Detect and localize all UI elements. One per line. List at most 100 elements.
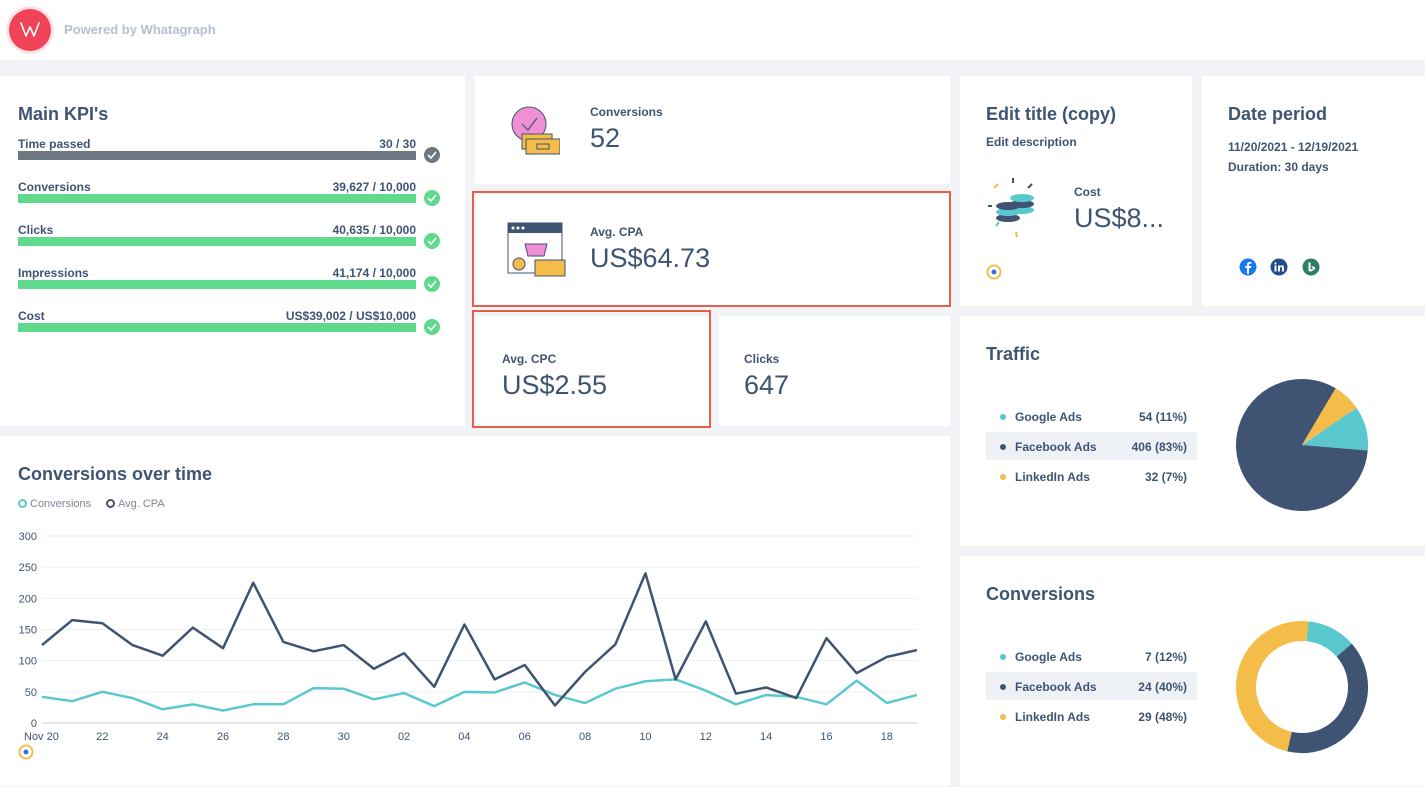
legend-value: 24 (40%) bbox=[1138, 680, 1187, 694]
legend-row[interactable]: Facebook Ads 406 (83%) bbox=[986, 432, 1197, 460]
clicks-card: Clicks 647 bbox=[719, 316, 950, 426]
x-tick-label: 02 bbox=[398, 731, 410, 743]
legend-dot bbox=[1000, 414, 1006, 420]
y-tick-label: 250 bbox=[19, 562, 37, 574]
pie-slice[interactable] bbox=[1287, 643, 1368, 753]
kpi-progress-bar bbox=[18, 237, 416, 246]
y-tick-label: 300 bbox=[19, 531, 37, 543]
legend-value: 29 (48%) bbox=[1138, 710, 1187, 724]
shopping-basket-icon bbox=[507, 222, 566, 277]
check-circle-icon bbox=[424, 233, 440, 249]
pie-slice[interactable] bbox=[1236, 621, 1309, 752]
legend-dot bbox=[1000, 684, 1006, 690]
google-ads-source-icon[interactable] bbox=[986, 264, 1002, 280]
kpi-progress-bar bbox=[18, 323, 416, 332]
legend-dot bbox=[1000, 444, 1006, 450]
pie-slice[interactable] bbox=[1306, 621, 1352, 658]
linkedin-icon bbox=[1270, 258, 1288, 276]
avg-cpa-legend-label: Avg. CPA bbox=[118, 498, 165, 510]
cost-value: US$8... bbox=[1074, 203, 1165, 233]
avg-cpa-value: US$64.73 bbox=[590, 243, 711, 273]
avg-cpa-highlight bbox=[472, 191, 951, 307]
kpi-label: Clicks bbox=[18, 223, 54, 237]
traffic-pie-chart[interactable] bbox=[1235, 378, 1369, 512]
chart-legend-conversions[interactable]: Conversions bbox=[18, 498, 91, 510]
legend-row[interactable]: Facebook Ads 24 (40%) bbox=[986, 672, 1197, 700]
x-tick-label: 24 bbox=[157, 731, 169, 743]
check-circle-icon bbox=[424, 276, 440, 292]
edit-title-heading[interactable]: Edit title (copy) bbox=[986, 104, 1116, 124]
chart-title: Conversions over time bbox=[18, 464, 213, 484]
x-tick-label: 28 bbox=[277, 731, 289, 743]
y-tick-label: 0 bbox=[31, 718, 37, 730]
facebook-icon bbox=[1239, 258, 1257, 276]
conversions-over-time-card: Conversions over time bbox=[0, 436, 950, 786]
kpi-row: Conversions 39,627 / 10,000 bbox=[18, 180, 440, 210]
traffic-card: Traffic bbox=[960, 316, 1425, 546]
whatagraph-logo-icon[interactable] bbox=[9, 9, 51, 51]
conversions-value: 52 bbox=[590, 123, 621, 153]
cost-label: Cost bbox=[1074, 185, 1101, 199]
chart-legend-avg-cpa[interactable]: Avg. CPA bbox=[106, 498, 165, 510]
google-ads-chart-source-icon[interactable] bbox=[18, 744, 34, 760]
avg-cpc-card: Avg. CPC US$2.55 bbox=[475, 316, 709, 426]
x-tick-label: 04 bbox=[458, 731, 470, 743]
legend-row[interactable]: LinkedIn Ads 32 (7%) bbox=[986, 462, 1197, 490]
traffic-title: Traffic bbox=[986, 344, 1041, 364]
avg-cpa-card: Avg. CPA US$64.73 bbox=[475, 194, 950, 306]
legend-name: LinkedIn Ads bbox=[1015, 470, 1090, 484]
kpi-value: 30 / 30 bbox=[379, 137, 416, 151]
y-tick-label: 100 bbox=[19, 656, 37, 668]
kpi-row: Time passed 30 / 30 bbox=[18, 137, 440, 167]
legend-dot bbox=[1000, 714, 1006, 720]
legend-name: Google Ads bbox=[1015, 650, 1082, 664]
date-range: 11/20/2021 - 12/19/2021 bbox=[1228, 140, 1359, 154]
kpi-progress-bar bbox=[18, 151, 416, 160]
y-tick-label: 200 bbox=[19, 593, 37, 605]
top-bar: Powered by Whatagraph bbox=[0, 0, 1425, 60]
conversions-line-chart[interactable]: 0 50 100 150 200 250 300 Nov 20 22 24 26 28 30 02 04 06… bbox=[0, 520, 950, 746]
legend-value: 406 (83%) bbox=[1131, 440, 1187, 454]
clicks-value: 647 bbox=[744, 370, 790, 400]
kpi-progress-bar bbox=[18, 194, 416, 203]
conversions-legend-marker bbox=[18, 499, 27, 508]
series-line[interactable] bbox=[41, 678, 918, 712]
legend-value: 7 (12%) bbox=[1144, 650, 1187, 664]
legend-value: 54 (11%) bbox=[1138, 410, 1187, 424]
check-circle-icon bbox=[424, 147, 440, 163]
legend-row[interactable]: LinkedIn Ads 29 (48%) bbox=[986, 702, 1197, 730]
pie-slice[interactable] bbox=[1236, 379, 1368, 511]
pie-slice[interactable] bbox=[1302, 388, 1357, 445]
x-tick-label: 30 bbox=[338, 731, 350, 743]
edit-description[interactable]: Edit description bbox=[986, 135, 1077, 149]
conversions-icon bbox=[511, 106, 560, 155]
x-tick-label: 08 bbox=[579, 731, 591, 743]
legend-value: 32 (7%) bbox=[1144, 470, 1187, 484]
kpi-row: Impressions 41,174 / 10,000 bbox=[18, 266, 440, 296]
avg-cpa-legend-marker bbox=[106, 499, 115, 508]
conversions-label: Conversions bbox=[590, 105, 663, 119]
coins-icon bbox=[988, 178, 1034, 238]
date-period-title: Date period bbox=[1228, 104, 1328, 124]
conversions-breakdown-card: Conversions bbox=[960, 556, 1425, 786]
kpi-row: Cost US$39,002 / US$10,000 bbox=[18, 309, 440, 339]
x-tick-label: 06 bbox=[519, 731, 531, 743]
legend-row[interactable]: Google Ads 54 (11%) bbox=[986, 402, 1197, 430]
legend-name: LinkedIn Ads bbox=[1015, 710, 1090, 724]
kpi-progress-bar bbox=[18, 280, 416, 289]
y-tick-label: 150 bbox=[19, 625, 37, 637]
y-tick-label: 50 bbox=[25, 687, 37, 699]
check-circle-icon bbox=[424, 190, 440, 206]
pie-slice[interactable] bbox=[1302, 407, 1368, 451]
kpis-title: Main KPI's bbox=[18, 104, 109, 124]
powered-by-text[interactable]: Powered by Whatagraph bbox=[64, 22, 216, 37]
series-line[interactable] bbox=[41, 572, 918, 707]
avg-cpc-highlight bbox=[472, 310, 711, 428]
avg-cpc-label: Avg. CPC bbox=[502, 352, 557, 366]
kpi-label: Conversions bbox=[18, 180, 91, 194]
conversions-legend-label: Conversions bbox=[30, 498, 92, 510]
kpi-value: 41,174 / 10,000 bbox=[332, 266, 416, 280]
conversions-donut-chart[interactable] bbox=[1235, 620, 1369, 754]
main-kpis-card: Main KPI's bbox=[0, 76, 465, 426]
legend-row[interactable]: Google Ads 7 (12%) bbox=[986, 642, 1197, 670]
